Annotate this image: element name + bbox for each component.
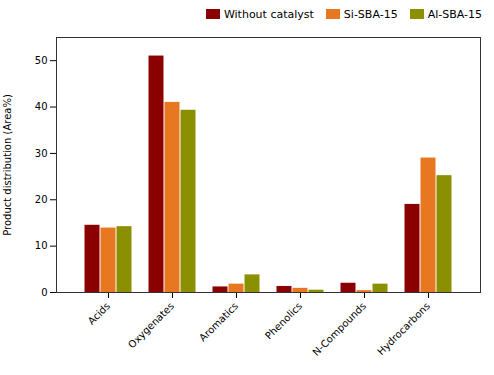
svg-text:20: 20 [35, 194, 48, 205]
svg-text:40: 40 [35, 101, 48, 112]
svg-text:50: 50 [35, 55, 48, 66]
html-text:Si-SBA-15: Si-SBA-15 [343, 7, 398, 21]
html-text:Without catalyst: Without catalyst [223, 7, 314, 21]
html-text:Al-SBA-15: Al-SBA-15 [427, 7, 482, 21]
svg-text:0: 0 [41, 287, 47, 298]
svg-text:10: 10 [35, 240, 48, 251]
svg-text:30: 30 [35, 148, 48, 159]
svg-text:Product distribution (Area%): Product distribution (Area%) [2, 94, 13, 236]
svg-text:Aromatics: Aromatics [197, 300, 240, 343]
svg-text:Hydrocarbons: Hydrocarbons [375, 300, 432, 357]
svg-text:Phenolics: Phenolics [263, 300, 304, 341]
svg-text:N-Compounds: N-Compounds [310, 300, 368, 358]
svg-text:Acids: Acids [86, 300, 113, 327]
svg-text:Oxygenates: Oxygenates [126, 300, 176, 350]
